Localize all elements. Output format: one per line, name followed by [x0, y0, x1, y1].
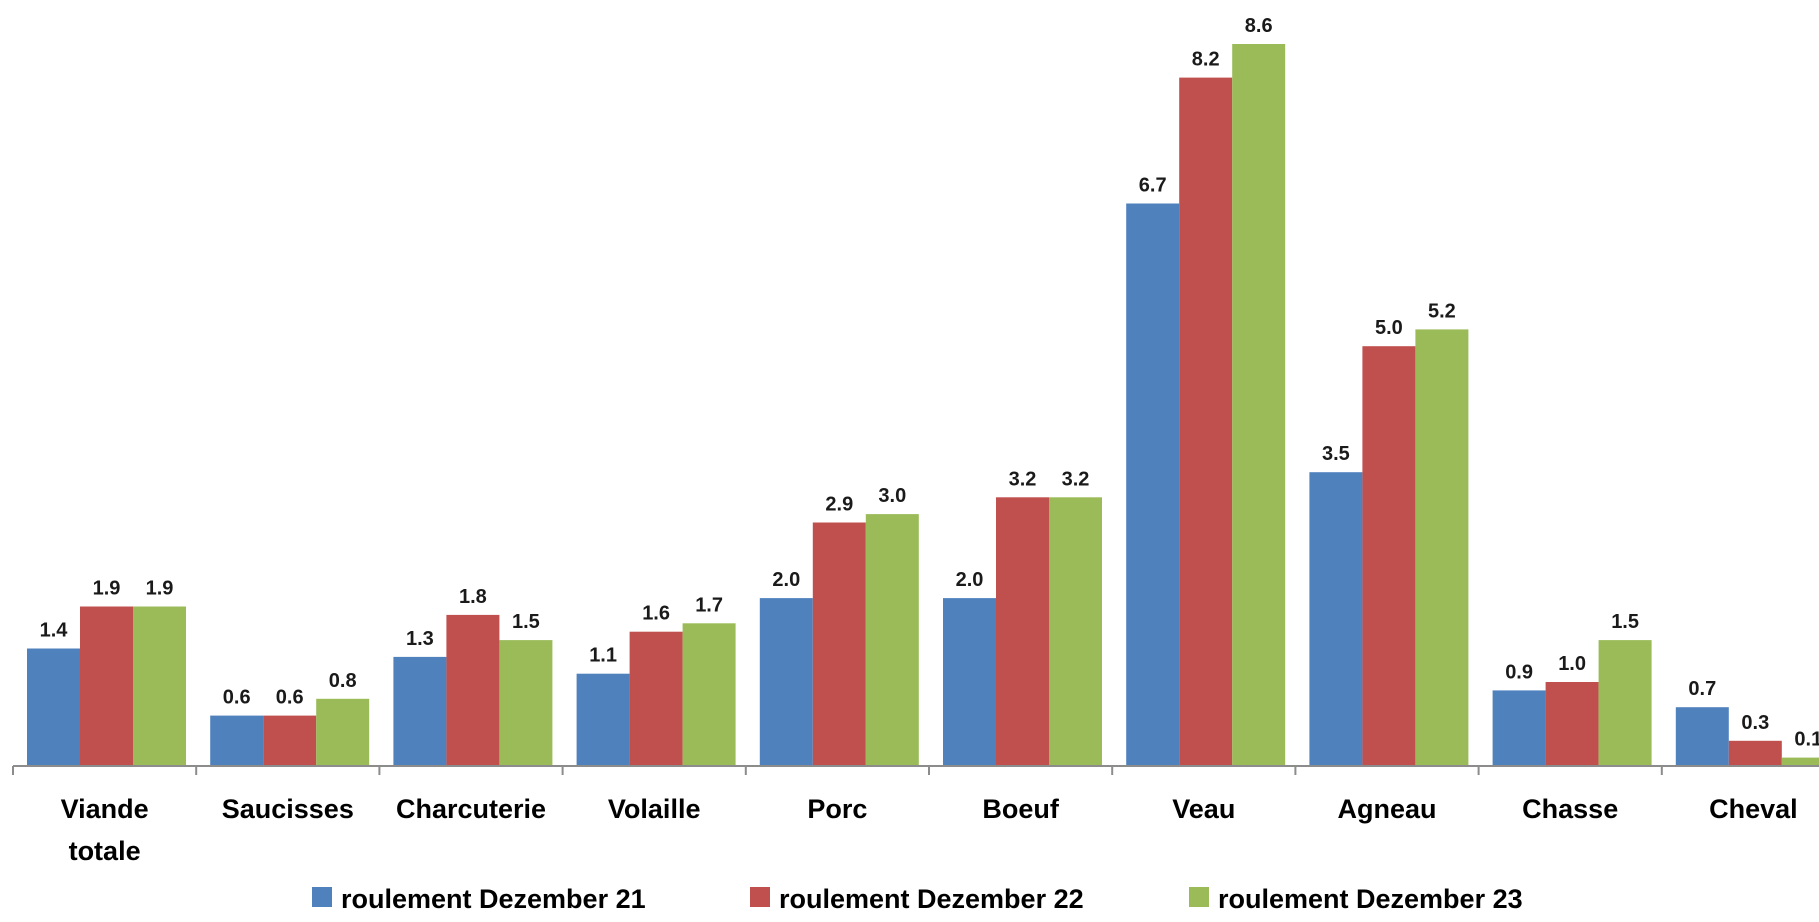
category-label: Viande totale: [61, 794, 149, 866]
bars-layer: [27, 44, 1819, 767]
bar: [1675, 707, 1729, 766]
category-label-line: Charcuterie: [396, 794, 546, 824]
category-label: Volaille: [608, 794, 701, 824]
data-label: 2.0: [956, 569, 984, 591]
data-label: 2.9: [825, 494, 853, 516]
bar: [1232, 44, 1286, 766]
bar: [1049, 497, 1102, 766]
category-label: Cheval: [1709, 794, 1798, 824]
bar: [943, 598, 996, 766]
data-label: 0.8: [329, 670, 357, 692]
category-label: Agneau: [1337, 794, 1436, 824]
bar: [263, 715, 317, 766]
category-label-line: Cheval: [1709, 794, 1798, 824]
data-label: 1.4: [40, 620, 69, 642]
bar: [133, 606, 186, 766]
category-label: Porc: [807, 794, 867, 824]
bar: [576, 673, 630, 766]
data-label: 0.1: [1794, 729, 1819, 751]
bar: [1598, 640, 1652, 766]
bar: [1415, 329, 1469, 766]
category-label-line: Veau: [1172, 794, 1235, 824]
category-label-line: Boeuf: [982, 794, 1060, 824]
bar: [629, 631, 683, 766]
category-label: Chasse: [1522, 794, 1618, 824]
data-label: 1.8: [459, 586, 487, 608]
data-label: 0.7: [1688, 678, 1716, 700]
bar: [393, 656, 447, 766]
category-label-line: Saucisses: [222, 794, 354, 824]
legend-label: roulement Dezember 21: [341, 884, 646, 914]
legend: roulement Dezember 21 roulement Dezember …: [312, 884, 1523, 914]
data-label: 5.2: [1428, 300, 1456, 322]
data-label: 6.7: [1139, 175, 1167, 197]
bar: [759, 598, 813, 766]
data-label: 3.2: [1009, 468, 1037, 490]
category-label-line: Porc: [807, 794, 867, 824]
data-label: 1.3: [406, 628, 434, 650]
bar: [1362, 346, 1416, 766]
bar: [996, 497, 1049, 766]
legend-label: roulement Dezember 23: [1218, 884, 1523, 914]
bar: [499, 640, 553, 766]
category-label-line: Agneau: [1337, 794, 1436, 824]
bar: [446, 614, 500, 766]
bar: [1492, 690, 1546, 766]
category-label-line: Volaille: [608, 794, 701, 824]
data-label: 0.9: [1505, 661, 1533, 683]
data-label: 0.6: [276, 687, 304, 709]
data-label: 8.2: [1192, 49, 1220, 71]
bar: [316, 698, 370, 766]
bar: [1728, 740, 1782, 766]
data-label: 0.6: [223, 687, 251, 709]
bar: [1781, 757, 1819, 766]
bar: [27, 648, 80, 766]
data-label: 3.2: [1062, 468, 1090, 490]
category-label-line: Chasse: [1522, 794, 1618, 824]
data-label: 1.6: [642, 603, 670, 625]
bar: [210, 715, 264, 766]
bar: [812, 522, 866, 766]
bar: [682, 623, 736, 766]
bar: [80, 606, 133, 766]
data-label: 1.5: [512, 611, 540, 633]
bar: [1179, 77, 1233, 767]
legend-swatch: [750, 887, 770, 907]
legend-swatch: [312, 887, 332, 907]
category-label-line: totale: [69, 836, 141, 866]
category-label: Saucisses: [222, 794, 354, 824]
data-label: 1.1: [589, 645, 617, 667]
data-label: 2.0: [772, 569, 800, 591]
data-label: 0.3: [1741, 712, 1769, 734]
category-label-line: Viande: [61, 794, 149, 824]
data-label: 1.7: [695, 594, 723, 616]
data-label: 3.0: [878, 485, 906, 507]
data-label: 1.0: [1558, 653, 1586, 675]
bar: [865, 514, 919, 766]
data-label: 3.5: [1322, 443, 1350, 465]
bar: [1309, 472, 1363, 766]
data-label: 1.5: [1611, 611, 1639, 633]
data-label: 5.0: [1375, 317, 1403, 339]
x-axis: [12, 765, 1819, 775]
category-label: Boeuf: [982, 794, 1060, 824]
data-label: 8.6: [1245, 15, 1273, 37]
bar: [1126, 203, 1180, 766]
data-label: 1.9: [146, 578, 174, 600]
legend-swatch: [1189, 887, 1209, 907]
data-labels-layer: 1.4 1.9 1.9 0.6 0.6 0.8 1.3 1.8 1.5 1.1 1.6 1.7 2.0 2…: [40, 15, 1819, 751]
bar: [1545, 682, 1599, 766]
legend-label: roulement Dezember 22: [779, 884, 1084, 914]
data-label: 1.9: [93, 578, 121, 600]
category-label: Charcuterie: [396, 794, 546, 824]
category-labels: Viande totale Saucisses Charcuterie Volaille…: [61, 794, 1798, 866]
category-label: Veau: [1172, 794, 1235, 824]
